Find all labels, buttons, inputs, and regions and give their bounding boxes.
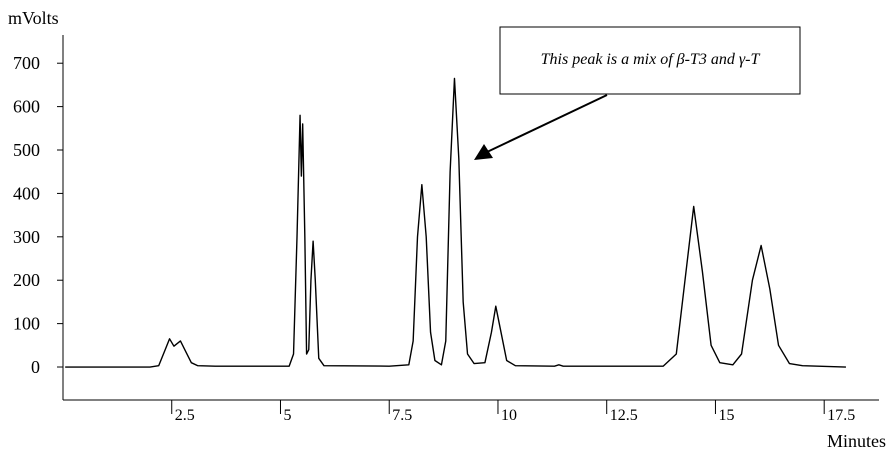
y-tick-label: 100 bbox=[13, 314, 40, 334]
x-tick-label: 2.5 bbox=[175, 407, 195, 424]
y-tick-label: 600 bbox=[13, 97, 40, 117]
y-axis-label: mVolts bbox=[8, 8, 59, 28]
x-axis-label: Minutes bbox=[827, 431, 886, 451]
y-tick-label: 300 bbox=[13, 227, 40, 247]
x-tick-label: 12.5 bbox=[610, 407, 638, 424]
x-tick-label: 17.5 bbox=[827, 407, 855, 424]
trace-line bbox=[65, 77, 846, 368]
y-tick-label: 500 bbox=[13, 140, 40, 160]
x-tick-label: 10 bbox=[501, 407, 517, 424]
annotation: This peak is a mix of β-T3 and γ-T bbox=[541, 51, 761, 68]
y-tick-label: 400 bbox=[13, 183, 40, 203]
x-tick-label: 7.5 bbox=[392, 407, 412, 424]
arrowhead bbox=[474, 144, 493, 160]
y-tick-label: 200 bbox=[13, 270, 40, 290]
x-tick-label: 5 bbox=[283, 407, 291, 424]
arrow bbox=[486, 94, 608, 153]
annotation-box bbox=[499, 26, 801, 95]
y-tick-label: 0 bbox=[31, 357, 40, 377]
y-tick-label: 700 bbox=[13, 53, 40, 73]
x-tick-label: 15 bbox=[718, 407, 734, 424]
